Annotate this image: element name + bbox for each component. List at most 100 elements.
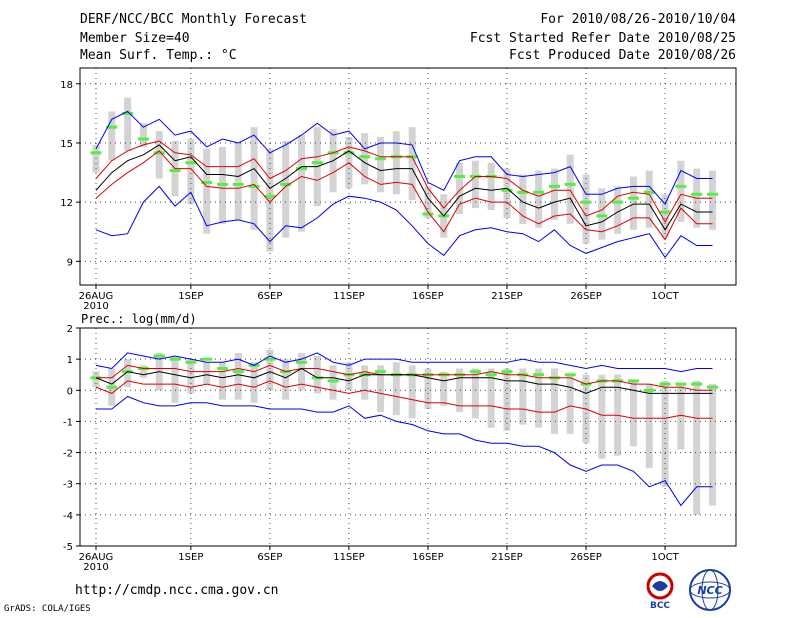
precip-box-day-38: [677, 384, 685, 450]
precip-xtick-label-2: 6SEP: [257, 552, 282, 563]
temp-marker-day-10: [232, 182, 244, 186]
precip-box-day-6: [171, 356, 179, 403]
precip-inner-lower-line: [95, 380, 713, 419]
precip-marker-day-38: [675, 382, 687, 386]
precip-box-day-26: [487, 368, 495, 428]
grads-credit: GrADS: COLA/IGES: [4, 604, 91, 614]
forecast-period: For 2010/08/26-2010/10/04: [540, 12, 736, 27]
temp-ytick-label-3: 18: [60, 80, 73, 91]
precip-box-day-21: [408, 365, 416, 419]
precip-box-day-40: [708, 384, 716, 506]
produced-date: Fcst Produced Date 2010/08/26: [509, 48, 736, 63]
precip-box-day-13: [282, 359, 290, 400]
temp-box-day-12: [266, 148, 274, 252]
temp-marker-day-30: [548, 184, 560, 188]
temp-xtick-label-6: 26SEP: [570, 291, 601, 302]
temp-box-day-40: [708, 170, 716, 230]
bcc-logo: BCC: [646, 572, 674, 610]
precip-year-label: 2010: [83, 562, 108, 573]
temp-box-day-30: [550, 168, 558, 220]
temp-envelope-b-line: [95, 110, 713, 205]
temp-box-day-5: [155, 131, 163, 179]
precip-box-day-8: [203, 362, 211, 385]
precip-box-day-24: [456, 368, 464, 413]
precip-ytick-label-7: 2: [67, 324, 73, 335]
precip-xtick-label-1: 1SEP: [178, 552, 203, 563]
variable-label: Mean Surf. Temp.: °C: [80, 48, 237, 63]
precip-marker-day-39: [691, 382, 703, 386]
temp-marker-day-9: [216, 182, 228, 186]
temp-box-day-20: [392, 131, 400, 195]
temp-box-day-4: [139, 123, 147, 147]
temp-box-day-22: [424, 186, 432, 218]
temp-box-day-28: [519, 174, 527, 224]
temp-year-label: 2010: [83, 301, 108, 312]
ncc-logo: NCC: [689, 569, 731, 611]
precip-ytick-label-0: -5: [63, 542, 73, 553]
temp-marker-day-29: [533, 190, 545, 194]
temp-box-day-2: [108, 111, 116, 161]
temp-marker-day-6: [169, 169, 181, 173]
temp-box-day-36: [645, 170, 653, 228]
temp-marker-day-34: [612, 200, 624, 204]
temp-marker-day-24: [454, 175, 466, 178]
precip-xtick-label-6: 26SEP: [570, 552, 601, 563]
temp-box-day-26: [487, 162, 495, 211]
temp-box-day-33: [598, 188, 606, 240]
precip-xtick-label-5: 21SEP: [491, 552, 522, 563]
precip-marker-day-12: [264, 357, 276, 361]
precip-box-day-19: [377, 365, 385, 413]
precip-xtick-label-0: 26AUG: [79, 552, 114, 563]
precip-xtick-label-3: 11SEP: [333, 552, 364, 563]
start-date: Fcst Started Refer Date 2010/08/25: [469, 31, 736, 46]
temp-marker-day-37: [659, 210, 671, 214]
precip-box-day-28: [519, 368, 527, 425]
precip-box-day-9: [218, 362, 226, 400]
temp-box-day-25: [471, 160, 479, 209]
precip-box-day-15: [313, 356, 321, 394]
temp-ytick-label-2: 15: [60, 139, 73, 150]
precip-marker-day-5: [153, 354, 165, 358]
precip-box-day-27: [503, 368, 511, 431]
temp-marker-day-7: [185, 161, 197, 165]
precip-xtick-label-4: 16SEP: [412, 552, 443, 563]
source-url[interactable]: http://cmdp.ncc.cma.gov.cn: [75, 583, 279, 598]
precip-box-day-33: [598, 374, 606, 459]
temp-marker-day-33: [596, 214, 608, 218]
temp-xtick-label-1: 1SEP: [178, 291, 203, 302]
temp-box-day-31: [566, 154, 574, 224]
ncc-logo-text: NCC: [697, 584, 722, 597]
precip-ytick-label-1: -4: [63, 511, 73, 522]
temp-marker-day-13: [280, 182, 292, 186]
precip-box-day-31: [566, 374, 574, 434]
temp-xtick-label-3: 11SEP: [333, 291, 364, 302]
temp-marker-day-39: [691, 192, 703, 196]
temp-box-day-14: [297, 135, 305, 232]
precip-box-day-12: [266, 349, 274, 391]
temp-box-day-8: [203, 148, 211, 234]
temp-xtick-label-4: 16SEP: [412, 291, 443, 302]
precip-marker-day-35: [627, 379, 639, 383]
precip-marker-day-8: [201, 357, 213, 361]
temp-marker-day-31: [564, 182, 576, 186]
temp-marker-day-40: [706, 192, 718, 196]
precip-envelope-b-line: [96, 395, 713, 507]
precip-marker-day-10: [232, 370, 244, 374]
precip-box-day-30: [550, 368, 558, 434]
temp-box-day-7: [187, 139, 195, 205]
temp-xtick-label-7: 1OCT: [651, 291, 679, 302]
temp-box-day-24: [456, 162, 464, 214]
temp-marker-day-28: [517, 190, 529, 194]
temp-xtick-label-0: 26AUG: [79, 291, 114, 302]
temp-box-day-38: [677, 160, 685, 222]
temp-marker-day-11: [248, 184, 260, 188]
precip-box-day-29: [535, 368, 543, 428]
temp-box-day-3: [124, 97, 132, 151]
temp-ytick-label-1: 12: [60, 198, 73, 209]
precip-frame: [79, 327, 737, 547]
precip-marker-day-29: [533, 373, 545, 377]
temp-box-day-21: [408, 127, 416, 201]
precip-marker-day-40: [706, 385, 718, 389]
temp-marker-day-18: [359, 155, 371, 159]
precip-box-day-14: [297, 352, 305, 391]
